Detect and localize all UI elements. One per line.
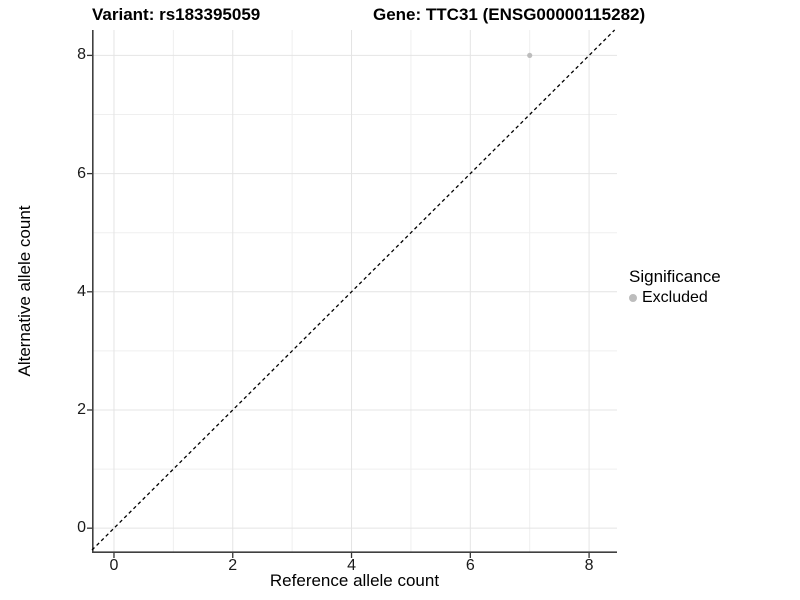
y-tick-label: 6 — [77, 164, 86, 182]
legend: Significance Excluded — [629, 266, 721, 307]
data-point — [527, 52, 533, 59]
y-tick-label: 0 — [77, 519, 86, 537]
plot-panel — [87, 29, 617, 558]
legend-label: Excluded — [642, 289, 708, 306]
identity-line — [91, 29, 616, 551]
plot-title-variant: Variant: rs183395059 — [92, 5, 261, 24]
x-tick-label: 0 — [109, 557, 119, 574]
y-tick-label: 8 — [77, 46, 86, 64]
legend-item: Excluded — [629, 289, 721, 307]
plot-canvas — [87, 29, 617, 558]
legend-title: Significance — [629, 267, 721, 286]
plot-title-gene: Gene: TTC31 (ENSG00000115282) — [373, 5, 646, 24]
legend-point-icon — [629, 294, 637, 302]
x-tick-label: 6 — [465, 557, 475, 574]
y-axis-title: Alternative allele count — [15, 205, 34, 377]
x-tick-label: 8 — [584, 557, 594, 574]
y-tick-label: 4 — [77, 282, 86, 300]
x-tick-label: 2 — [228, 557, 238, 574]
x-axis-title: Reference allele count — [269, 571, 440, 590]
legend-items: Excluded — [629, 289, 721, 307]
x-tick-label: 4 — [347, 557, 356, 574]
y-tick-label: 2 — [77, 400, 86, 418]
